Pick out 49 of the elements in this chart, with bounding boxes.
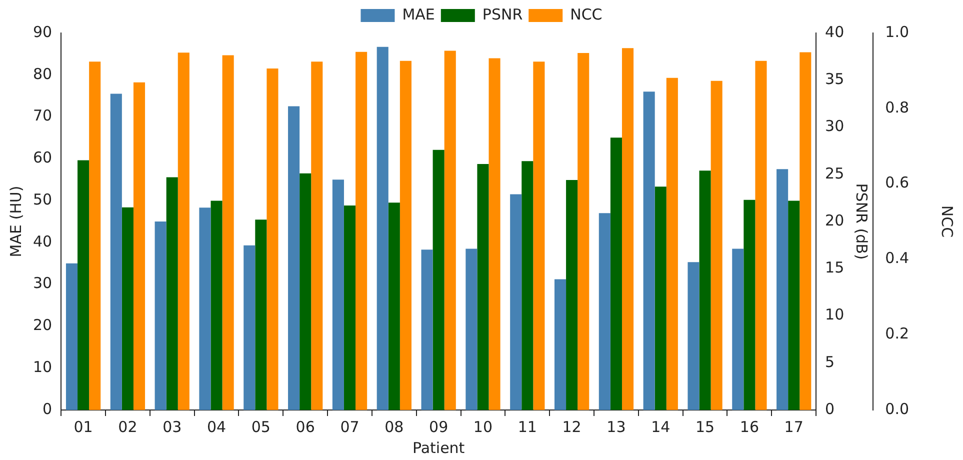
x-tick-label: 06	[296, 418, 315, 436]
legend-label: NCC	[570, 5, 602, 24]
x-tick-label: 16	[740, 418, 759, 436]
y-tick-label: 80	[32, 64, 52, 83]
y2-tick-label: 0	[825, 400, 835, 418]
y-tick-label: 30	[32, 274, 52, 292]
x-tick-label: 02	[118, 418, 138, 436]
y-tick-label: 40	[32, 232, 52, 250]
y2-axis-title: PSNR (dB)	[852, 183, 870, 260]
x-tick-label: 12	[562, 418, 582, 436]
y2-tick-label: 5	[825, 352, 835, 371]
x-tick-label: 11	[518, 418, 537, 436]
y2-tick-label: 40	[825, 22, 844, 41]
x-tick-label: 07	[340, 418, 360, 436]
y-tick-label: 0	[42, 400, 52, 418]
y-tick-label: 90	[32, 22, 52, 41]
x-tick-label: 13	[606, 418, 626, 436]
y-tick-label: 50	[32, 190, 52, 208]
y3-tick-label: 1.0	[885, 22, 910, 41]
y3-tick-label: 0.6	[885, 174, 910, 192]
y-tick-label: 20	[32, 316, 52, 334]
y-tick-label: 70	[32, 106, 52, 125]
y3-axis-title: NCC	[938, 205, 956, 238]
x-tick-label: 04	[206, 418, 226, 436]
x-tick-label: 15	[695, 418, 715, 436]
x-tick-label: 09	[429, 418, 448, 436]
x-tick-label: 05	[251, 418, 270, 436]
y3-tick-label: 0.4	[885, 249, 910, 268]
x-tick-label: 17	[784, 418, 804, 436]
x-tick-label: 14	[651, 418, 670, 436]
y3-tick-label: 0.8	[885, 98, 910, 116]
y-tick-label: 60	[32, 148, 52, 167]
y3-tick-label: 0.0	[885, 400, 910, 418]
y2-tick-label: 25	[825, 164, 844, 182]
x-tick-label: 08	[384, 418, 404, 436]
legend-label: MAE	[402, 5, 435, 24]
x-tick-label: 01	[74, 418, 93, 436]
y-axis-title: MAE (HU)	[6, 186, 25, 258]
y2-tick-label: 20	[825, 211, 844, 230]
x-tick-label: 03	[162, 418, 182, 436]
y3-tick-label: 0.2	[885, 324, 910, 342]
y2-tick-label: 15	[825, 258, 844, 277]
y2-tick-label: 35	[825, 70, 844, 88]
y-tick-label: 10	[32, 358, 52, 376]
x-tick-label: 10	[473, 418, 493, 436]
y2-tick-label: 30	[825, 117, 844, 136]
y2-tick-label: 10	[825, 306, 844, 324]
legend-label: PSNR	[482, 5, 523, 24]
x-axis-title: Patient	[412, 438, 465, 457]
